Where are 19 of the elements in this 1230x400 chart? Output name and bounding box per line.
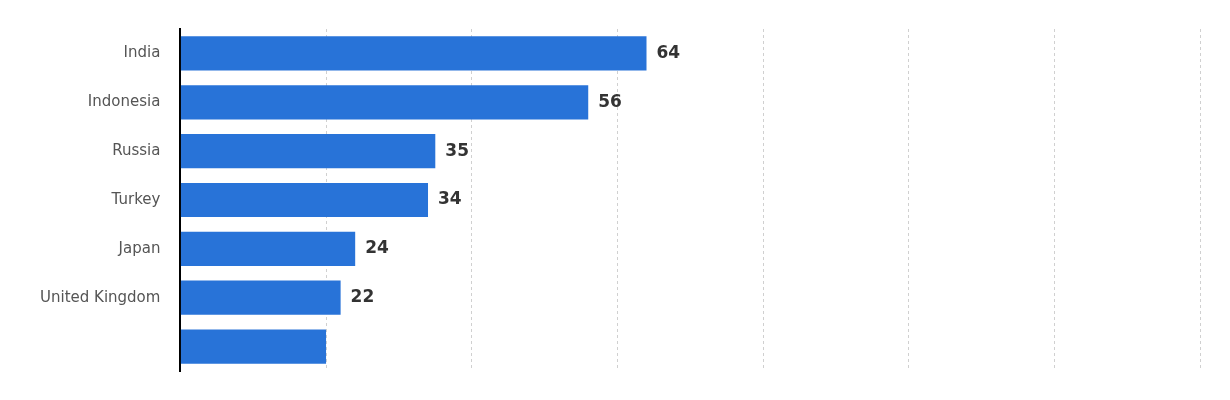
bar bbox=[180, 134, 436, 169]
y-tick-label: Russia bbox=[112, 141, 161, 160]
data-label: 64 bbox=[656, 41, 681, 62]
bar bbox=[180, 231, 356, 266]
y-tick-label: India bbox=[123, 43, 161, 62]
y-tick-label: Turkey bbox=[110, 189, 161, 208]
data-label: 56 bbox=[598, 90, 622, 111]
bar bbox=[180, 280, 341, 315]
data-label: 34 bbox=[438, 188, 462, 209]
data-label: 35 bbox=[445, 139, 469, 160]
y-tick-label: Indonesia bbox=[87, 92, 161, 111]
y-tick-label: Japan bbox=[117, 238, 161, 257]
bar bbox=[180, 85, 589, 120]
data-label: 24 bbox=[365, 237, 390, 258]
bar bbox=[180, 182, 429, 218]
bar bbox=[180, 329, 327, 364]
y-tick-label: United Kingdom bbox=[39, 287, 161, 306]
bar bbox=[180, 36, 647, 71]
data-label: 22 bbox=[350, 286, 375, 307]
